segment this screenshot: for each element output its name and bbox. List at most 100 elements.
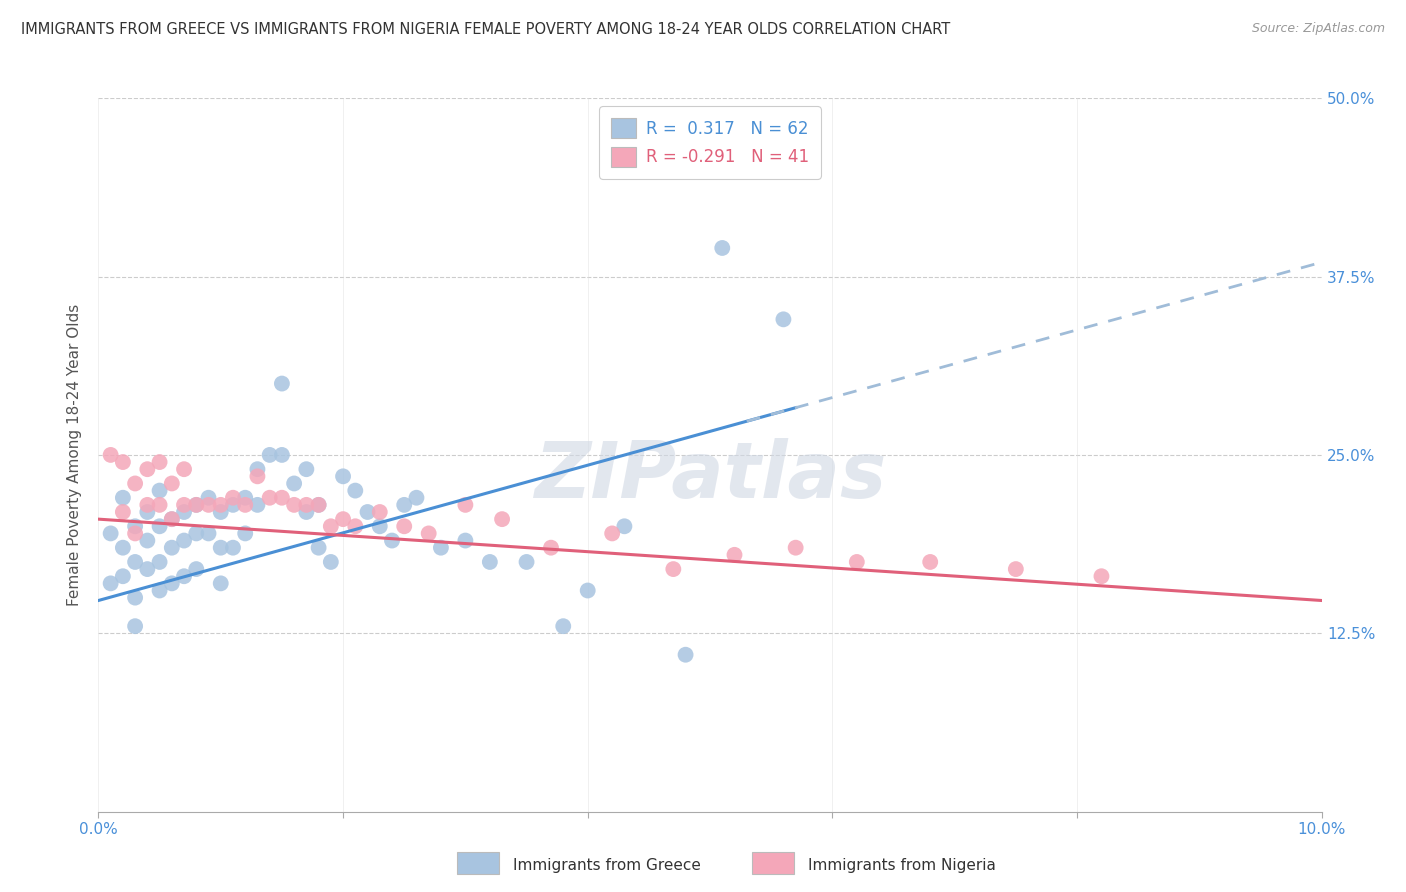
Point (405, 491, 427, 505)
Point (209, 498, 232, 512)
Y-axis label: Female Poverty Among 18-24 Year Olds: Female Poverty Among 18-24 Year Olds (67, 304, 83, 606)
Point (124, 476, 146, 491)
Point (454, 498, 477, 512)
Point (392, 498, 416, 512)
Point (149, 519, 172, 533)
Point (100, 576, 122, 591)
Point (319, 519, 342, 533)
Point (675, 648, 697, 662)
Point (149, 583, 172, 598)
Point (270, 448, 292, 462)
Text: Immigrants from Nigeria: Immigrants from Nigeria (808, 858, 997, 872)
Point (124, 555, 146, 569)
Point (124, 519, 146, 533)
Point (576, 583, 599, 598)
Point (246, 462, 269, 476)
Text: Source: ZipAtlas.com: Source: ZipAtlas.com (1251, 22, 1385, 36)
Point (233, 526, 256, 541)
Point (270, 376, 292, 391)
Point (344, 519, 367, 533)
Point (136, 505, 159, 519)
Point (356, 505, 378, 519)
Point (845, 555, 868, 569)
Point (553, 619, 575, 633)
Legend: R =  0.317   N = 62, R = -0.291   N = 41: R = 0.317 N = 62, R = -0.291 N = 41 (599, 106, 821, 178)
Point (785, 541, 807, 555)
Point (222, 498, 245, 512)
Point (368, 505, 391, 519)
Point (149, 483, 172, 498)
Point (332, 469, 354, 483)
Point (344, 483, 367, 498)
Point (613, 519, 636, 533)
Point (418, 526, 440, 541)
Point (283, 476, 305, 491)
Point (381, 533, 404, 548)
Point (149, 455, 172, 469)
Point (197, 491, 219, 505)
Point (246, 498, 269, 512)
Point (319, 555, 342, 569)
Point (173, 533, 195, 548)
Text: Immigrants from Greece: Immigrants from Greece (513, 858, 702, 872)
Point (540, 541, 562, 555)
Point (100, 448, 122, 462)
Point (149, 498, 172, 512)
Point (136, 562, 159, 576)
Point (259, 448, 281, 462)
Point (209, 541, 232, 555)
Point (160, 512, 183, 526)
Point (111, 505, 134, 519)
Point (478, 555, 501, 569)
Point (920, 555, 942, 569)
Point (173, 462, 195, 476)
Point (233, 491, 256, 505)
Point (186, 526, 208, 541)
Point (160, 576, 183, 591)
Point (136, 462, 159, 476)
Point (600, 526, 623, 541)
Point (173, 569, 195, 583)
Point (246, 469, 269, 483)
Point (149, 555, 172, 569)
Point (209, 505, 232, 519)
Point (197, 498, 219, 512)
Point (111, 569, 134, 583)
Point (100, 526, 122, 541)
Point (368, 519, 391, 533)
Point (1090, 569, 1112, 583)
Point (136, 498, 159, 512)
Point (295, 462, 318, 476)
Point (332, 512, 354, 526)
Point (186, 498, 208, 512)
Point (160, 512, 183, 526)
Point (454, 533, 477, 548)
Point (711, 241, 734, 255)
Point (124, 591, 146, 605)
Point (233, 498, 256, 512)
Text: IMMIGRANTS FROM GREECE VS IMMIGRANTS FROM NIGERIA FEMALE POVERTY AMONG 18-24 YEA: IMMIGRANTS FROM GREECE VS IMMIGRANTS FRO… (21, 22, 950, 37)
Point (124, 619, 146, 633)
Point (295, 505, 318, 519)
Point (308, 498, 330, 512)
Point (111, 541, 134, 555)
Point (160, 476, 183, 491)
Point (222, 541, 245, 555)
Point (723, 548, 745, 562)
Point (173, 498, 195, 512)
Point (124, 526, 146, 541)
Point (197, 526, 219, 541)
Point (111, 491, 134, 505)
Point (136, 533, 159, 548)
Point (516, 555, 538, 569)
Point (1004, 562, 1026, 576)
Point (491, 512, 513, 526)
Point (173, 505, 195, 519)
Text: ZIPatlas: ZIPatlas (534, 438, 886, 515)
Point (209, 576, 232, 591)
Point (308, 541, 330, 555)
Point (662, 562, 685, 576)
Point (186, 562, 208, 576)
Point (186, 498, 208, 512)
Point (308, 498, 330, 512)
